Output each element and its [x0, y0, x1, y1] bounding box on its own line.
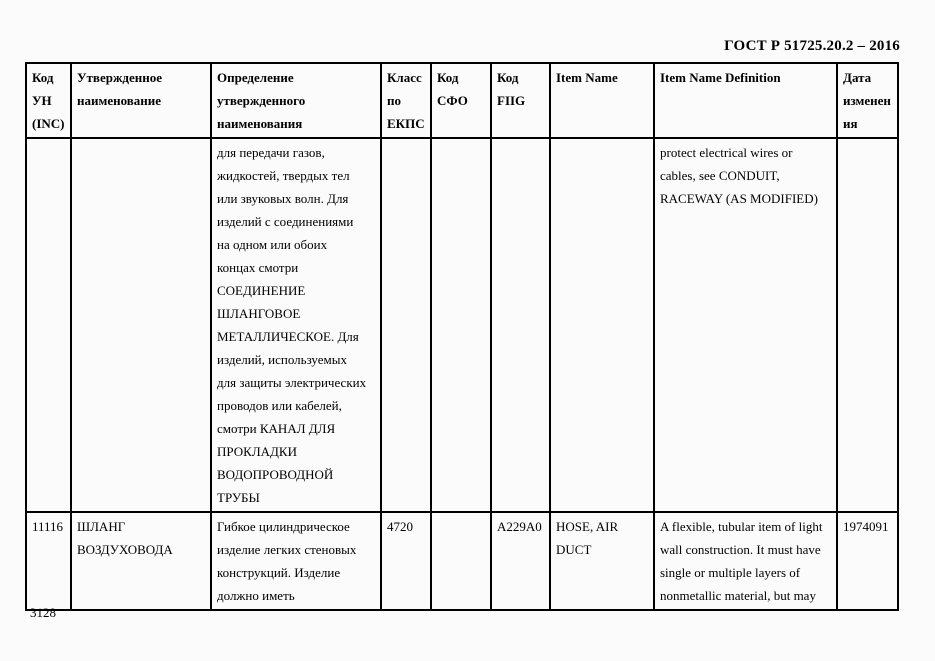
- header-cell-item-name: Item Name: [549, 62, 655, 139]
- header-cell-inc-code: Код УН (INC): [25, 62, 72, 139]
- cell-inc-code: 11116: [25, 511, 72, 611]
- header-cell-sfo-code: Код СФО: [430, 62, 492, 139]
- cell-ekps-class: 4720: [380, 511, 432, 611]
- cell-approved-name: ШЛАНГ ВОЗДУХОВОДА: [70, 511, 212, 611]
- table-header-row: Код УН (INC) Утвержденное наименование О…: [25, 62, 899, 139]
- classification-table: Код УН (INC) Утвержденное наименование О…: [25, 62, 899, 611]
- cell-inc-code: [25, 137, 72, 513]
- cell-approved-name-definition: Гибкое цилиндрическое изделие легких сте…: [210, 511, 382, 611]
- table-row: 11116 ШЛАНГ ВОЗДУХОВОДА Гибкое цилиндрич…: [25, 511, 899, 611]
- table-row: для передачи газов, жидкостей, твердых т…: [25, 137, 899, 513]
- cell-item-name-definition: A flexible, tubular item of light wall c…: [653, 511, 838, 611]
- cell-approved-name-definition: для передачи газов, жидкостей, твердых т…: [210, 137, 382, 513]
- cell-approved-name: [70, 137, 212, 513]
- page-number: 3128: [30, 605, 56, 620]
- cell-item-name: [549, 137, 655, 513]
- document-title: ГОСТ Р 51725.20.2 – 2016: [724, 38, 900, 54]
- header-cell-item-name-definition: Item Name Definition: [653, 62, 838, 139]
- cell-change-date: 1974091: [836, 511, 899, 611]
- cell-item-name: HOSE, AIR DUCT: [549, 511, 655, 611]
- header-cell-ekps-class: Класс по ЕКПС: [380, 62, 432, 139]
- header-cell-change-date: Дата изменен ия: [836, 62, 899, 139]
- cell-change-date: [836, 137, 899, 513]
- header-cell-approved-name-definition: Определение утвержденного наименования: [210, 62, 382, 139]
- cell-fiig-code: [490, 137, 551, 513]
- cell-fiig-code: A229A0: [490, 511, 551, 611]
- header-cell-fiig-code: Код FIIG: [490, 62, 551, 139]
- cell-ekps-class: [380, 137, 432, 513]
- cell-item-name-definition: protect electrical wires or cables, see …: [653, 137, 838, 513]
- header-cell-approved-name: Утвержденное наименование: [70, 62, 212, 139]
- cell-sfo-code: [430, 511, 492, 611]
- cell-sfo-code: [430, 137, 492, 513]
